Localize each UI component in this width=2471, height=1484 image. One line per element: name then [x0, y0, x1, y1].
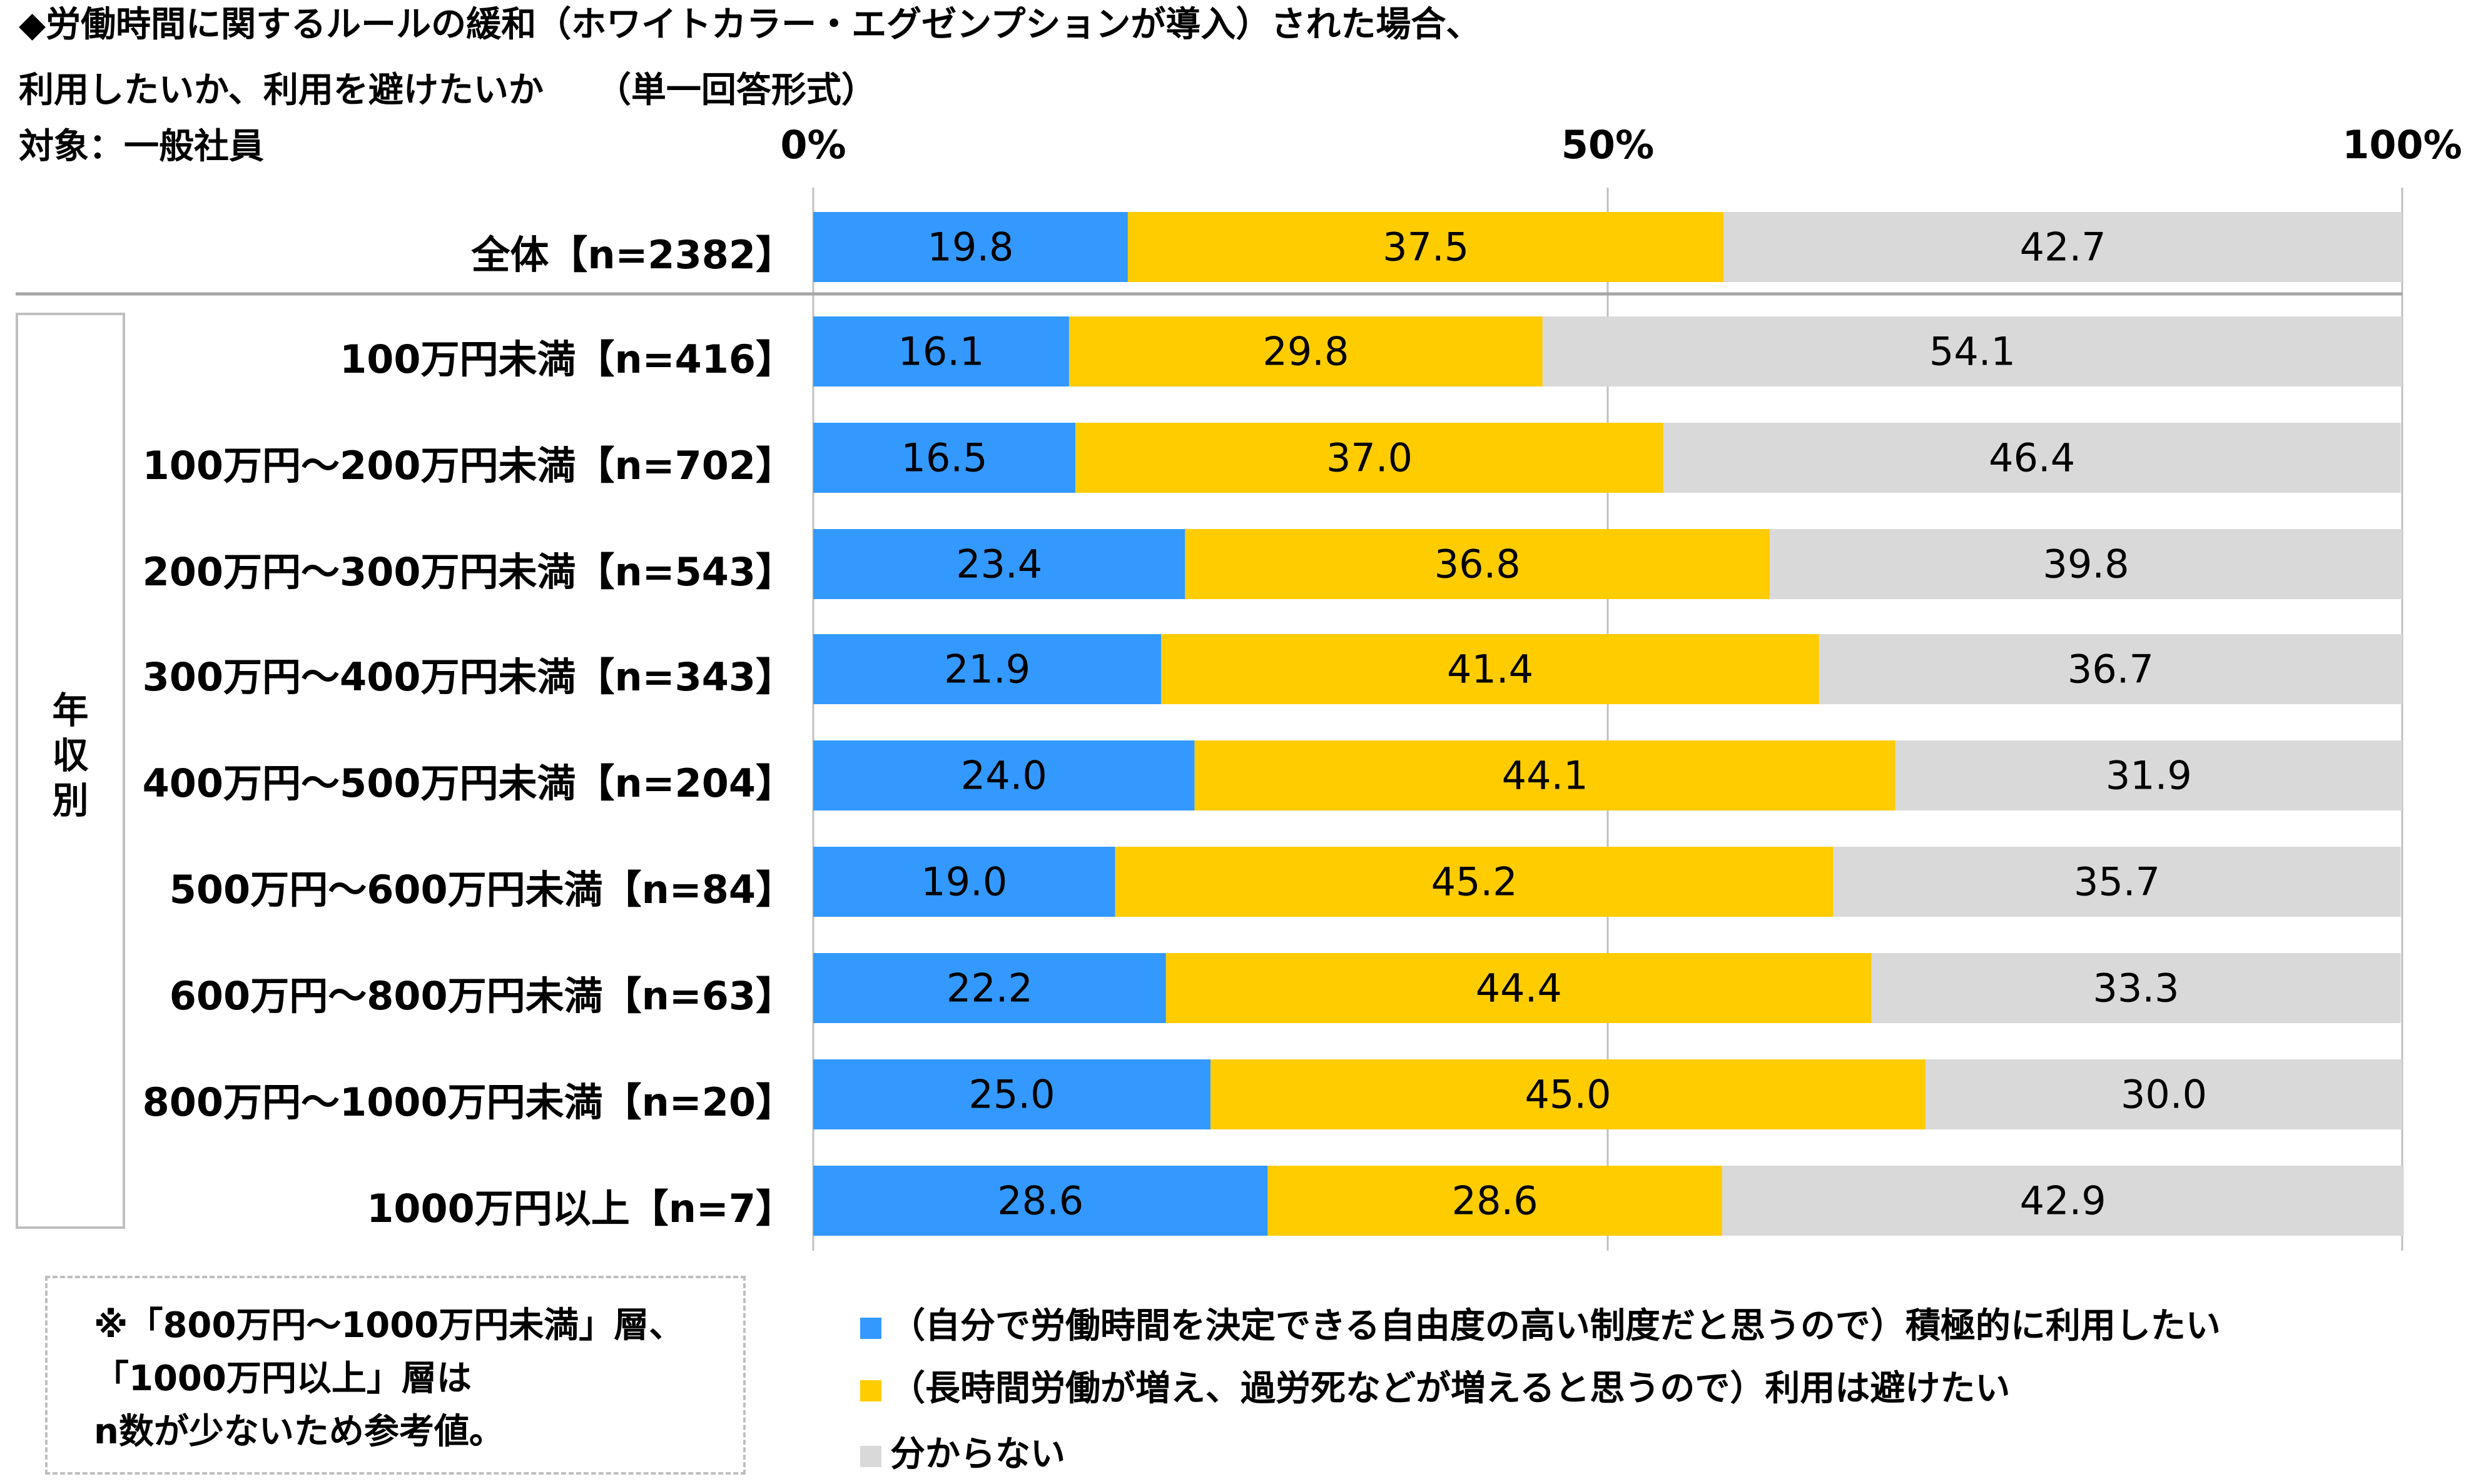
data-label: 28.6 [1451, 1178, 1538, 1224]
bar-segment-series-3 [1722, 1166, 2404, 1236]
bar-segment-series-2 [1115, 847, 1834, 917]
data-label: 23.4 [956, 541, 1043, 587]
bar-segment-series-2 [1185, 529, 1770, 599]
data-label: 37.0 [1326, 435, 1413, 481]
bar-segment-series-2 [1075, 423, 1663, 493]
bar-segment-series-1 [813, 212, 1128, 282]
data-label: 19.0 [921, 859, 1008, 905]
data-label: 21.9 [944, 646, 1031, 692]
data-label: 42.7 [2019, 224, 2106, 270]
x-tick-label: 50% [1561, 122, 1655, 168]
legend-swatch [860, 1445, 881, 1467]
data-label: 44.1 [1501, 752, 1588, 799]
legend-item-1: （自分で労働時間を決定できる自由度の高い制度だと思うので）積極的に利用したい [860, 1298, 2221, 1348]
chart-title-line-1: ◆労働時間に関するルールの緩和（ホワイトカラー・エグゼンプションが導入）された場… [19, 4, 1481, 45]
legend-label: （長時間労働が増え、過労死などが増えると思うので）利用は避けたい [890, 1368, 2011, 1409]
bar-segment-series-1 [813, 1059, 1210, 1129]
category-label: 300万円～400万円未満【n=343】 [142, 654, 794, 700]
category-label: 全体【n=2382】 [471, 232, 794, 278]
data-label: 45.0 [1525, 1071, 1611, 1118]
legend-item-3: 分からない [860, 1426, 1065, 1476]
note-line-3: n数が少ないため参考値。 [94, 1411, 504, 1452]
data-label: 44.4 [1475, 965, 1562, 1011]
bar-segment-series-2 [1068, 316, 1543, 386]
data-label: 16.1 [898, 328, 985, 375]
bar-segment-series-3 [1723, 212, 2402, 282]
legend-swatch [860, 1380, 881, 1401]
bar-segment-series-3 [1542, 316, 2402, 386]
data-label: 54.1 [1929, 328, 2016, 375]
data-label: 36.7 [2067, 646, 2154, 692]
legend-label: （自分で労働時間を決定できる自由度の高い制度だと思うので）積極的に利用したい [890, 1306, 2221, 1346]
x-tick-label: 0% [780, 122, 846, 168]
bar-segment-series-3 [1926, 1059, 2402, 1129]
bar-segment-series-1 [813, 529, 1185, 599]
note-line-2: 「1000万円以上」層は [94, 1358, 472, 1399]
bar-segment-series-3 [1833, 847, 2401, 917]
bar-segment-series-3 [1819, 634, 2402, 704]
bar-segment-series-3 [1770, 529, 2402, 599]
x-tick-label: 100% [2342, 122, 2462, 168]
bar-segment-series-2 [1127, 212, 1724, 282]
bar-segment-series-1 [813, 423, 1076, 493]
category-label: 1000万円以上【n=7】 [367, 1186, 794, 1231]
data-label: 35.7 [2074, 859, 2161, 905]
chart-title-line-2: 利用したいか、利用を避けたいか （単一回答形式） [19, 70, 876, 111]
legend-item-2: （長時間労働が増え、過労死などが増えると思うので）利用は避けたい [860, 1360, 2010, 1411]
data-label: 16.5 [901, 435, 988, 481]
data-label: 36.8 [1434, 541, 1521, 587]
category-label: 100万円未満【n=416】 [340, 336, 794, 382]
bar-segment-series-3 [1871, 953, 2401, 1023]
bar-segment-series-1 [813, 1166, 1268, 1236]
chart-subject: 対象：一般社員 [19, 126, 264, 167]
legend-label: 分からない [890, 1434, 1065, 1475]
legend-swatch [860, 1317, 881, 1339]
data-label: 31.9 [2105, 752, 2192, 799]
bar-segment-series-2 [1165, 953, 1872, 1023]
income-group-label: 年収別 [52, 689, 89, 822]
data-label: 42.9 [2019, 1178, 2106, 1224]
data-label: 24.0 [960, 752, 1047, 799]
note-line-1: ※「800万円～1000万円未満」層、 [94, 1305, 684, 1346]
category-label: 100万円～200万円未満【n=702】 [142, 443, 794, 488]
data-label: 25.0 [968, 1071, 1055, 1118]
income-group-box [16, 313, 125, 1229]
category-label: 200万円～300万円未満【n=543】 [142, 549, 794, 595]
data-label: 33.3 [2093, 965, 2179, 1011]
data-label: 41.4 [1447, 646, 1534, 692]
data-label: 39.8 [2042, 541, 2129, 587]
bar-segment-series-2 [1161, 634, 1819, 704]
data-label: 29.8 [1262, 328, 1349, 375]
category-label: 800万円～1000万円未満【n=20】 [142, 1079, 794, 1125]
data-label: 46.4 [1989, 435, 2076, 481]
note-box [45, 1276, 746, 1475]
data-label: 30.0 [2120, 1071, 2208, 1118]
bar-segment-series-2 [1267, 1166, 1722, 1236]
bar-segment-series-1 [813, 953, 1166, 1023]
bar-segment-series-1 [813, 740, 1195, 810]
bar-segment-series-1 [813, 634, 1162, 704]
data-label: 37.5 [1383, 224, 1469, 270]
bar-segment-series-1 [813, 847, 1115, 917]
data-label: 28.6 [997, 1178, 1084, 1224]
category-label: 500万円～600万円未満【n=84】 [169, 867, 794, 912]
bar-segment-series-2 [1210, 1059, 1926, 1129]
category-label: 600万円～800万円未満【n=63】 [169, 973, 794, 1019]
bar-segment-series-3 [1663, 423, 2401, 493]
data-label: 22.2 [946, 965, 1033, 1011]
bar-segment-series-2 [1194, 740, 1895, 810]
data-label: 19.8 [927, 224, 1014, 270]
data-label: 45.2 [1431, 859, 1518, 905]
category-label: 400万円～500万円未満【n=204】 [142, 760, 794, 806]
bar-segment-series-3 [1895, 740, 2402, 810]
bar-segment-series-1 [813, 316, 1069, 386]
